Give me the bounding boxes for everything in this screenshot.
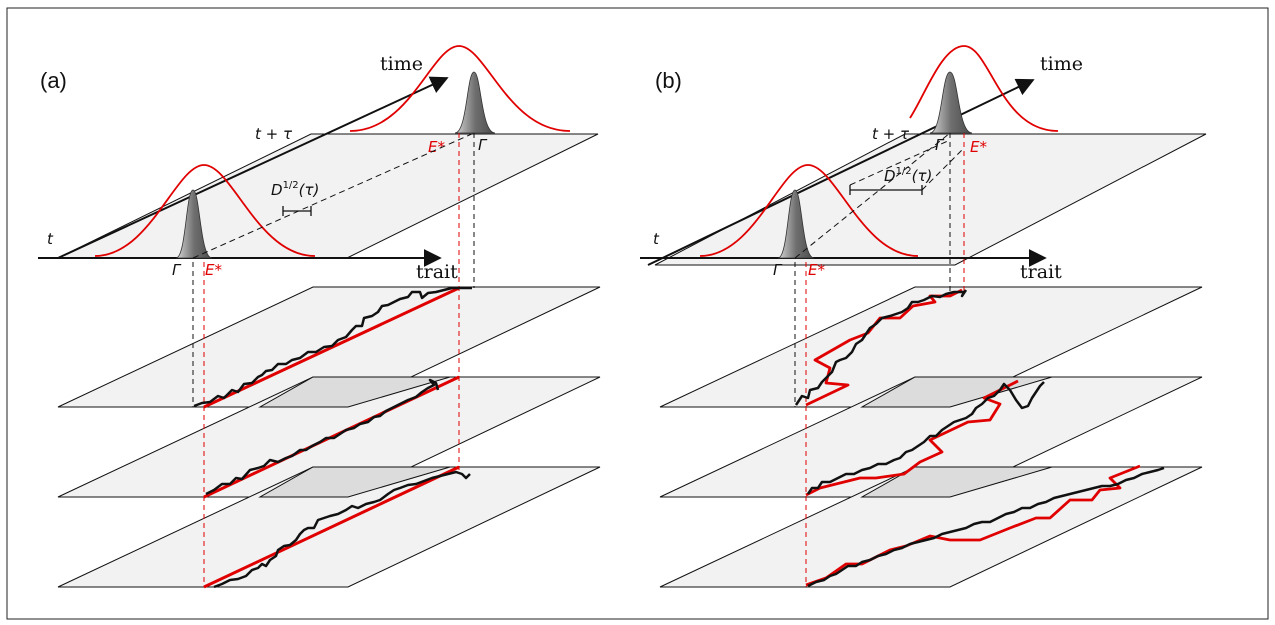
panel-b-t-label: t — [653, 230, 660, 248]
panel-a-gamma-distribution-t — [175, 189, 213, 259]
panel-b-gamma-label-t-tau: Γ — [935, 136, 945, 154]
panel-a-overlap-region-2 — [258, 376, 451, 408]
panel-b-estimated-trajectory-1 — [794, 289, 968, 406]
panel-b-t-tau-label: t + τ — [872, 125, 910, 143]
panel-a-true-trajectory-1 — [203, 286, 460, 409]
panel-a-t-label: t — [47, 230, 54, 248]
panel-b-trait-label: trait — [1020, 261, 1062, 283]
panel-b-estar-label-t: E* — [808, 261, 825, 279]
panel-a-time-axis — [57, 76, 449, 259]
panel-b-estar-shift-line — [849, 139, 951, 186]
panel-a-estimated-trajectory-1 — [193, 286, 472, 408]
panel-b-gamma-distribution-t — [777, 189, 815, 259]
panel-b-gamma-distribution-t-tau — [929, 71, 973, 134]
panel-a-true-trajectory-3 — [203, 465, 460, 589]
panel-a-estar-label-t: E* — [205, 261, 222, 279]
panel-b: (b) time trait t t + τ Γ E* Γ E* D1/2(τ) — [640, 45, 1207, 588]
panel-a-gamma-label-t-tau: Γ — [478, 136, 488, 154]
panel-b-overlap-region-3 — [860, 466, 1053, 498]
panel-a-t-tau-label: t + τ — [255, 125, 293, 143]
panel-b-estar-distribution-t — [699, 164, 919, 257]
panel-b-true-trajectory-2 — [805, 379, 1019, 497]
panel-b-label: (b) — [655, 68, 682, 93]
panel-a-overlap-region-3 — [258, 466, 451, 498]
panel-b-estar-label-t-tau: E* — [970, 138, 987, 156]
panel-b-gamma-shift-line — [794, 132, 951, 259]
panel-a-d-scale-bar — [282, 206, 312, 216]
panel-b-estar-distribution-t-tau — [909, 45, 1059, 132]
panel-a: (a) time trait t t + τ Γ E* E* Γ D1/2(τ) — [38, 45, 601, 589]
panel-b-d-label: D1/2(τ) — [884, 166, 932, 185]
panel-a-time-label: time — [380, 53, 423, 75]
panel-a-estimated-trajectory-3 — [213, 470, 471, 589]
panel-a-trait-label: trait — [416, 261, 458, 283]
panel-b-d-scale-bar — [849, 185, 923, 195]
panel-b-time-axis — [647, 78, 1035, 266]
panel-a-label: (a) — [40, 68, 67, 93]
panel-b-gamma-label-t: Γ — [773, 261, 783, 279]
panel-a-gamma-label-t: Γ — [172, 261, 182, 279]
panel-a-gamma-distribution-t-tau — [454, 71, 496, 134]
panel-a-estimated-trajectory-2 — [205, 378, 440, 496]
panel-a-gamma-shift-line — [192, 132, 475, 259]
panel-b-estimated-trajectory-3 — [807, 466, 1165, 588]
panel-b-estimated-trajectory-2 — [806, 381, 1045, 495]
panel-a-d-label: D1/2(τ) — [271, 180, 319, 199]
panel-b-time-label: time — [1040, 53, 1083, 75]
panel-a-estar-distribution-t — [94, 164, 316, 257]
panel-a-estar-distribution-t-tau — [349, 45, 571, 132]
panel-b-realization-plane-3 — [659, 466, 1203, 588]
